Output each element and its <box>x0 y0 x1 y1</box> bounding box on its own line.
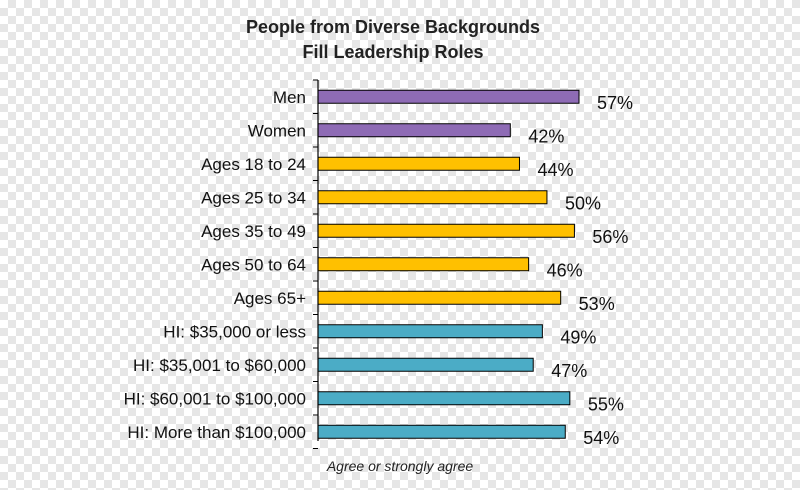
y-axis-ticks <box>313 79 318 449</box>
value-label: 49% <box>560 327 596 347</box>
bar <box>317 223 575 238</box>
bar <box>317 424 566 439</box>
value-label: 53% <box>579 294 615 314</box>
value-label: 42% <box>528 126 564 146</box>
category-label: HI: More than $100,000 <box>127 423 306 442</box>
chart-title: People from Diverse Backgrounds <box>246 17 540 37</box>
category-label: Ages 50 to 64 <box>201 255 306 274</box>
bar <box>317 391 571 406</box>
bar <box>317 290 562 305</box>
category-label: Ages 18 to 24 <box>201 155 306 174</box>
category-label: Men <box>273 88 306 107</box>
category-label: Ages 65+ <box>234 289 306 308</box>
value-label: 47% <box>551 361 587 381</box>
value-label: 46% <box>547 260 583 280</box>
value-label: 57% <box>597 93 633 113</box>
bar <box>317 123 511 138</box>
bar <box>317 257 530 272</box>
category-label: HI: $35,001 to $60,000 <box>133 356 306 375</box>
category-label: Women <box>248 121 306 140</box>
bar <box>317 190 548 205</box>
bar <box>317 89 580 104</box>
value-label: 44% <box>537 160 573 180</box>
value-label: 50% <box>565 193 601 213</box>
category-label: Ages 35 to 49 <box>201 222 306 241</box>
bar <box>317 357 534 372</box>
category-label: HI: $60,001 to $100,000 <box>124 389 306 408</box>
category-label: Ages 25 to 34 <box>201 188 306 207</box>
value-label: 56% <box>592 227 628 247</box>
bars-layer: Men 57% Women 42% Ages 18 to 24 44% Ages 25 to… <box>124 88 633 448</box>
bar <box>317 156 520 171</box>
category-label: HI: $35,000 or less <box>163 322 306 341</box>
chart-subtitle: Fill Leadership Roles <box>302 42 483 62</box>
x-axis-label: Agree or strongly agree <box>326 458 474 474</box>
value-label: 54% <box>583 428 619 448</box>
bar <box>317 324 543 339</box>
value-label: 55% <box>588 394 624 414</box>
